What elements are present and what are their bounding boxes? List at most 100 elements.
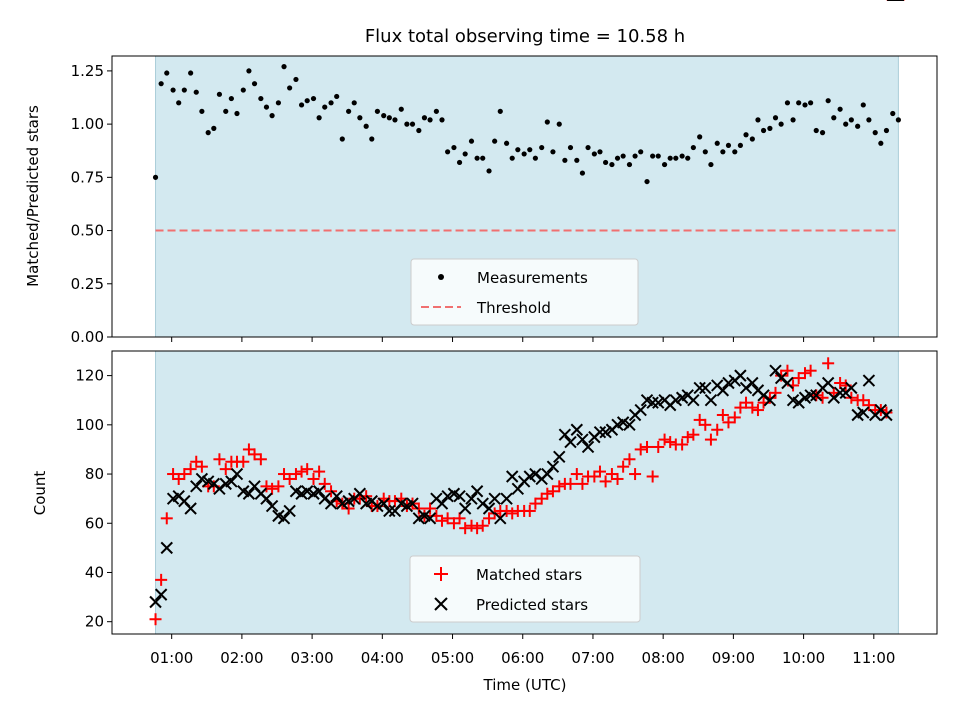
measurement-point — [843, 121, 849, 127]
x-tick-label: 11:00 — [852, 649, 895, 667]
matched-star-point — [254, 453, 267, 466]
measurement-point — [732, 149, 738, 155]
matched-star-point — [699, 418, 712, 431]
y-tick-label: 80 — [85, 465, 104, 483]
predicted-star-point — [693, 381, 706, 395]
measurement-point — [749, 136, 755, 142]
measurement-point — [339, 136, 345, 142]
y-tick-label: 0.50 — [71, 222, 104, 240]
predicted-star-point — [599, 426, 612, 439]
measurement-point — [767, 125, 773, 131]
measurement-point — [725, 142, 732, 149]
measurement-point — [251, 81, 258, 87]
predicted-star-point — [623, 418, 636, 432]
measurement-point — [258, 95, 264, 102]
predicted-star-point — [406, 497, 419, 510]
y-tick-label: 0.25 — [71, 275, 104, 293]
predicted-star-point — [769, 364, 782, 377]
matched-star-point — [553, 480, 566, 493]
predicted-star-point — [195, 472, 209, 486]
predicted-star-point — [330, 489, 343, 503]
matched-star-point — [318, 477, 331, 490]
y-tick-label: 1.25 — [71, 62, 104, 80]
matched-star-point — [441, 512, 454, 525]
measurement-point — [269, 113, 275, 119]
matched-star-point — [687, 428, 700, 441]
predicted-star-point — [616, 416, 630, 429]
y-tick-label: 20 — [85, 613, 104, 631]
measurement-point — [620, 153, 626, 159]
legend-label-matched: Matched stars — [476, 566, 582, 584]
legend-label-threshold: Threshold — [476, 299, 551, 317]
predicted-star-point — [763, 394, 777, 407]
measurement-point — [386, 115, 392, 121]
predicted-star-point — [704, 394, 718, 407]
legend-marker-measurements — [438, 274, 444, 280]
measurement-point — [456, 159, 463, 166]
measurement-point — [351, 100, 357, 106]
matched-star-point — [576, 477, 589, 490]
predicted-star-point — [265, 499, 279, 513]
predicted-star-point — [300, 485, 314, 498]
matched-star-point — [471, 522, 484, 535]
measurement-point — [193, 89, 199, 95]
matched-star-point — [459, 522, 472, 535]
predicted-star-point — [435, 497, 449, 510]
measurement-point — [176, 100, 182, 106]
measurement-point — [825, 98, 831, 104]
matched-star-point — [237, 455, 250, 468]
measurement-point — [462, 151, 468, 157]
x-tick-label: 08:00 — [642, 649, 685, 667]
measurement-point — [650, 153, 656, 159]
matched-star-point — [295, 465, 308, 478]
measurement-point — [831, 115, 837, 121]
measurement-point — [714, 140, 720, 146]
matched-star-point — [611, 472, 624, 485]
measurement-point — [813, 127, 819, 134]
matched-star-point — [184, 463, 197, 476]
measurement-point — [211, 125, 217, 131]
predicted-star-point — [160, 541, 173, 555]
matched-star-point — [681, 431, 694, 444]
matched-star-point — [822, 357, 835, 370]
y-tick-label: 0.00 — [71, 328, 104, 346]
matched-star-point — [834, 376, 847, 389]
measurement-point — [328, 100, 334, 106]
x-tick-label: 05:00 — [431, 649, 474, 667]
legend-marker-matched — [434, 567, 448, 581]
predicted-star-point — [734, 369, 747, 382]
measurement-point — [796, 100, 802, 106]
measurement-point — [181, 87, 187, 93]
measurement-point — [760, 127, 767, 134]
x-tick-label: 10:00 — [782, 649, 825, 667]
matched-star-point — [307, 472, 320, 485]
measurement-point — [737, 142, 744, 149]
matched-star-point — [301, 463, 314, 476]
measurement-point — [644, 178, 650, 185]
measurement-point — [503, 140, 510, 146]
chart-title: Flux total observing time = 10.58 h — [365, 26, 685, 47]
measurement-point — [855, 123, 861, 129]
matched-star-point — [704, 433, 717, 446]
measurement-point — [515, 147, 521, 153]
predicted-star-point — [377, 497, 390, 510]
matched-star-point — [629, 468, 642, 481]
legend-box — [410, 258, 639, 326]
bottom-y-axis-label: Count — [31, 471, 49, 516]
measurement-point — [544, 119, 550, 125]
top-y-axis-label: Matched/Predicted stars — [24, 105, 42, 287]
matched-star-point — [248, 448, 261, 461]
matched-star-point — [342, 502, 355, 515]
measurement-point — [673, 155, 679, 161]
top-axes-frame — [111, 55, 938, 338]
predicted-star-point — [225, 475, 238, 488]
matched-star-point — [769, 386, 782, 399]
predicted-star-point — [564, 435, 577, 449]
matched-star-point — [751, 404, 764, 417]
measurement-point — [152, 174, 159, 180]
predicted-star-point — [652, 396, 665, 409]
measurement-point — [164, 70, 170, 76]
predicted-star-point — [453, 489, 466, 503]
matched-star-point — [862, 399, 875, 412]
matched-star-point — [155, 573, 168, 586]
